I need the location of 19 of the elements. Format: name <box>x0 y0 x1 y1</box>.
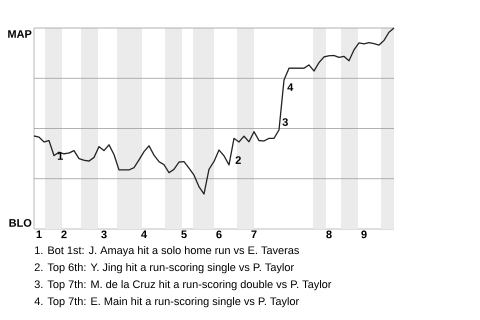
x-tick-label: 8 <box>326 230 332 238</box>
x-tick-label: 7 <box>251 230 257 238</box>
annotation: 4 <box>287 83 294 91</box>
text: 1. Bot 1st: J. Amaya hit a solo home run vs E. Taveras <box>35 246 299 256</box>
x-tick-label: 3 <box>101 230 107 238</box>
x-tick-label: 6 <box>216 230 222 238</box>
x-tick-label: 2 <box>61 230 67 238</box>
x-tick-label: 9 <box>361 230 367 238</box>
x-tick-label: 1 <box>36 230 42 238</box>
text: BLO <box>9 219 32 227</box>
text: 3. Top 7th: M. de la Cruz hit a run-scoring double vs P. Taylor <box>34 280 332 290</box>
annotation: 1 <box>58 152 63 160</box>
annotation: 3 <box>282 118 288 126</box>
x-tick-label: 5 <box>181 230 187 238</box>
text: MAP <box>8 30 32 38</box>
text: 2. Top 6th: Y. Jing hit a run-scoring single vs P. Taylor <box>34 263 294 274</box>
annotation: 2 <box>236 156 241 164</box>
text: 4. Top 7th: E. Main hit a run-scoring single vs P. Taylor <box>34 297 299 308</box>
x-tick-label: 4 <box>141 230 147 238</box>
